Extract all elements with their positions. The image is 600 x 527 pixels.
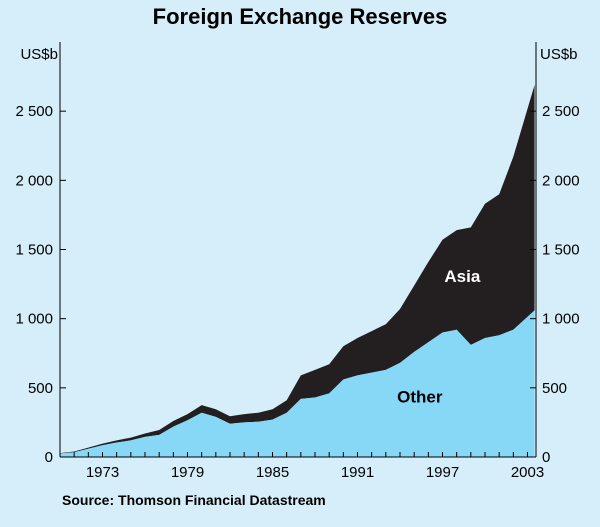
series-area-asia	[60, 84, 535, 454]
y-unit-left: US$b	[20, 46, 58, 63]
x-tick-label: 1985	[256, 464, 289, 481]
series-label-other: Other	[397, 387, 443, 406]
y-tick-label-left: 2 000	[15, 172, 53, 189]
chart-title: Foreign Exchange Reserves	[152, 4, 448, 29]
x-tick-label: 1973	[86, 464, 119, 481]
y-tick-label-left: 2 500	[15, 103, 53, 120]
y-tick-label-left: 500	[28, 380, 53, 397]
y-tick-label-right: 0	[542, 449, 550, 466]
y-tick-label-right: 1 500	[542, 242, 580, 259]
y-tick-label-left: 0	[45, 449, 53, 466]
y-tick-label-right: 2 500	[542, 103, 580, 120]
y-tick-label-right: 2 000	[542, 172, 580, 189]
x-tick-label: 1991	[341, 464, 374, 481]
y-unit-right: US$b	[540, 46, 578, 63]
source-note: Source: Thomson Financial Datastream	[62, 492, 326, 508]
y-tick-label-right: 500	[542, 380, 567, 397]
series-area-other	[60, 310, 535, 457]
series-label-asia: Asia	[444, 267, 480, 286]
tick-labels: 0 0 500 500 1 000 1 000 1 500 1 500 2 000 2 000 2 …	[15, 46, 579, 481]
y-tick-label-left: 1 500	[15, 242, 53, 259]
axes	[59, 42, 537, 458]
x-tick-label: 1997	[426, 464, 459, 481]
y-tick-label-left: 1 000	[15, 311, 53, 328]
y-tick-label-right: 1 000	[542, 311, 580, 328]
x-tick-label: 2003	[511, 464, 544, 481]
plot-areas	[60, 42, 536, 457]
x-tick-label: 1979	[171, 464, 204, 481]
